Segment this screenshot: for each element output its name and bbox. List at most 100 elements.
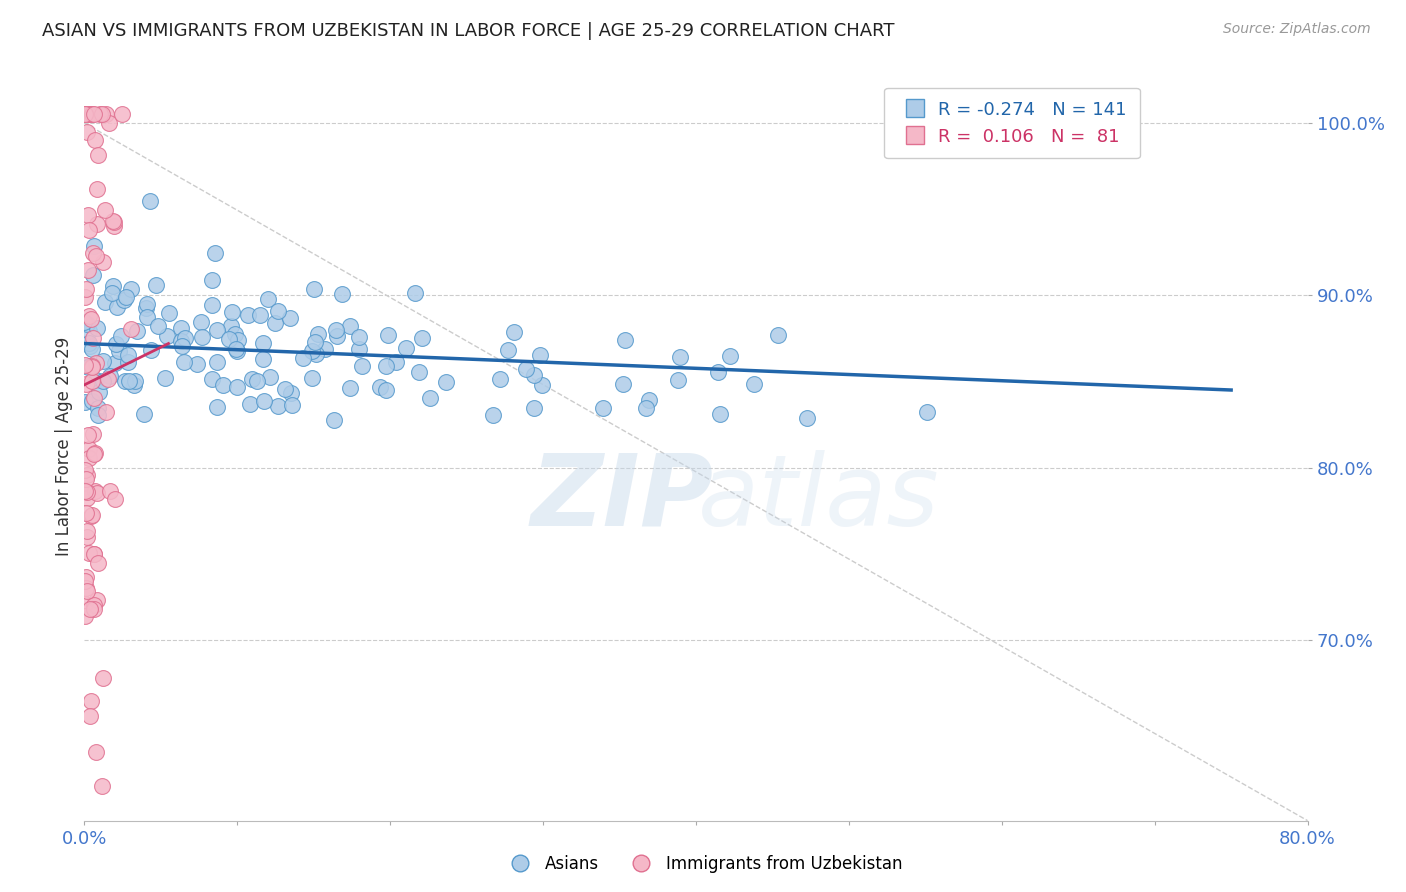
Point [86, 408, 108, 422]
Point [75, 376, 97, 391]
Point [76, 263, 98, 277]
Point [515, 362, 537, 376]
Point [221, 305, 243, 319]
Point [101, 214, 124, 228]
Point [91, 374, 114, 388]
Point [118, 374, 141, 388]
Point [226, 333, 249, 347]
Point [79, 442, 101, 456]
Point [238, 308, 260, 322]
Point [249, 308, 271, 322]
Point [419, 391, 441, 405]
Point [83, 547, 105, 561]
Point [82, 245, 104, 260]
Point [83, 548, 105, 562]
Point [76, 468, 98, 483]
Point [101, 279, 124, 293]
Point [225, 343, 247, 358]
Point [77, 309, 100, 323]
Point [170, 321, 193, 335]
Point [76, 125, 98, 139]
Point [75, 569, 97, 583]
Point [75, 472, 97, 486]
Point [325, 323, 347, 337]
Point [86, 593, 108, 607]
Point [796, 411, 818, 425]
Point [87, 556, 110, 570]
Point [87, 385, 110, 400]
Point [252, 335, 274, 350]
Point [481, 408, 503, 422]
Point [77, 324, 100, 338]
Point [105, 301, 128, 315]
Point [91, 254, 114, 268]
Point [174, 331, 197, 345]
Point [89, 107, 111, 121]
Point [347, 330, 370, 344]
Point [273, 382, 295, 396]
Point [292, 351, 315, 365]
Point [80, 359, 103, 374]
Point [77, 546, 100, 560]
Point [173, 354, 195, 368]
Point [267, 399, 290, 413]
Point [766, 328, 789, 343]
Point [80, 694, 103, 708]
Point [253, 393, 276, 408]
Point [523, 368, 546, 382]
Point [84, 356, 107, 370]
Point [120, 322, 142, 336]
Point [84, 249, 107, 263]
Point [94, 405, 117, 419]
Point [80, 312, 103, 326]
Point [156, 329, 179, 343]
Point [257, 292, 280, 306]
Point [120, 281, 142, 295]
Point [638, 392, 661, 407]
Point [529, 347, 551, 361]
Point [103, 356, 125, 370]
Point [125, 324, 148, 338]
Point [75, 290, 97, 304]
Point [86, 321, 108, 335]
Point [82, 342, 104, 356]
Point [86, 401, 108, 415]
Point [305, 347, 328, 361]
Point [84, 745, 107, 759]
Point [82, 359, 104, 373]
Point [411, 331, 433, 345]
Point [73, 107, 96, 121]
Text: atlas: atlas [697, 450, 939, 547]
Point [83, 598, 105, 612]
Point [83, 238, 105, 252]
Point [218, 332, 240, 346]
Point [314, 342, 336, 356]
Point [94, 294, 117, 309]
Point [612, 377, 634, 392]
Point [73, 358, 96, 372]
Point [86, 217, 108, 231]
Point [79, 709, 101, 723]
Point [145, 277, 167, 292]
Point [266, 304, 288, 318]
Point [117, 355, 139, 369]
Point [98, 484, 121, 499]
Point [97, 372, 120, 386]
Point [744, 377, 766, 392]
Point [73, 598, 96, 612]
Point [434, 375, 457, 389]
Point [82, 508, 104, 523]
Point [100, 285, 122, 300]
Point [98, 369, 121, 384]
Point [302, 282, 325, 296]
Point [191, 330, 214, 344]
Point [307, 326, 329, 341]
Point [84, 484, 107, 499]
Point [139, 194, 162, 208]
Point [94, 107, 117, 121]
Point [75, 582, 97, 596]
Point [76, 317, 98, 331]
Point [80, 393, 103, 408]
Point [77, 222, 100, 236]
Point [523, 401, 546, 416]
